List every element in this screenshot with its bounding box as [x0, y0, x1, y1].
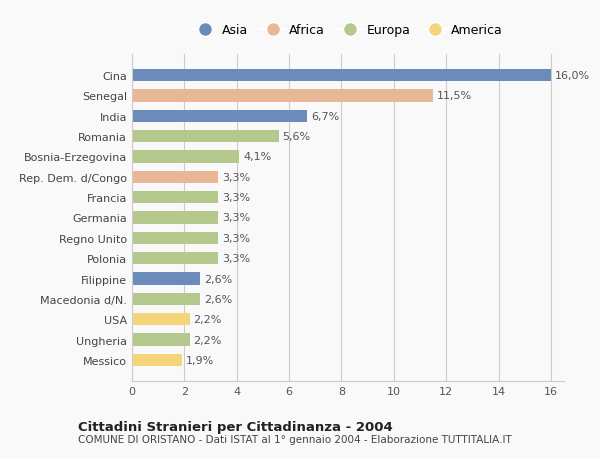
Bar [132, 171, 218, 184]
Legend: Asia, Africa, Europa, America: Asia, Africa, Europa, America [188, 19, 508, 42]
Bar [132, 151, 239, 163]
Bar [132, 293, 200, 305]
Text: 2,6%: 2,6% [204, 274, 232, 284]
Bar [132, 111, 307, 123]
Text: 2,6%: 2,6% [204, 294, 232, 304]
Text: 3,3%: 3,3% [223, 233, 250, 243]
Text: 3,3%: 3,3% [223, 173, 250, 182]
Text: 5,6%: 5,6% [283, 132, 311, 142]
Bar [132, 232, 218, 244]
Bar [132, 334, 190, 346]
Bar [132, 354, 182, 366]
Bar [132, 90, 433, 102]
Text: 4,1%: 4,1% [243, 152, 272, 162]
Text: 3,3%: 3,3% [223, 193, 250, 203]
Text: 3,3%: 3,3% [223, 213, 250, 223]
Bar [132, 252, 218, 265]
Text: 2,2%: 2,2% [194, 335, 222, 345]
Text: 1,9%: 1,9% [185, 355, 214, 365]
Bar [132, 212, 218, 224]
Bar [132, 70, 551, 82]
Text: Cittadini Stranieri per Cittadinanza - 2004: Cittadini Stranieri per Cittadinanza - 2… [78, 420, 393, 433]
Text: 3,3%: 3,3% [223, 254, 250, 263]
Bar [132, 313, 190, 325]
Text: COMUNE DI ORISTANO - Dati ISTAT al 1° gennaio 2004 - Elaborazione TUTTITALIA.IT: COMUNE DI ORISTANO - Dati ISTAT al 1° ge… [78, 434, 512, 444]
Text: 2,2%: 2,2% [194, 314, 222, 325]
Bar [132, 273, 200, 285]
Text: 16,0%: 16,0% [555, 71, 590, 81]
Bar [132, 192, 218, 204]
Text: 6,7%: 6,7% [311, 112, 340, 122]
Bar [132, 131, 278, 143]
Text: 11,5%: 11,5% [437, 91, 472, 101]
